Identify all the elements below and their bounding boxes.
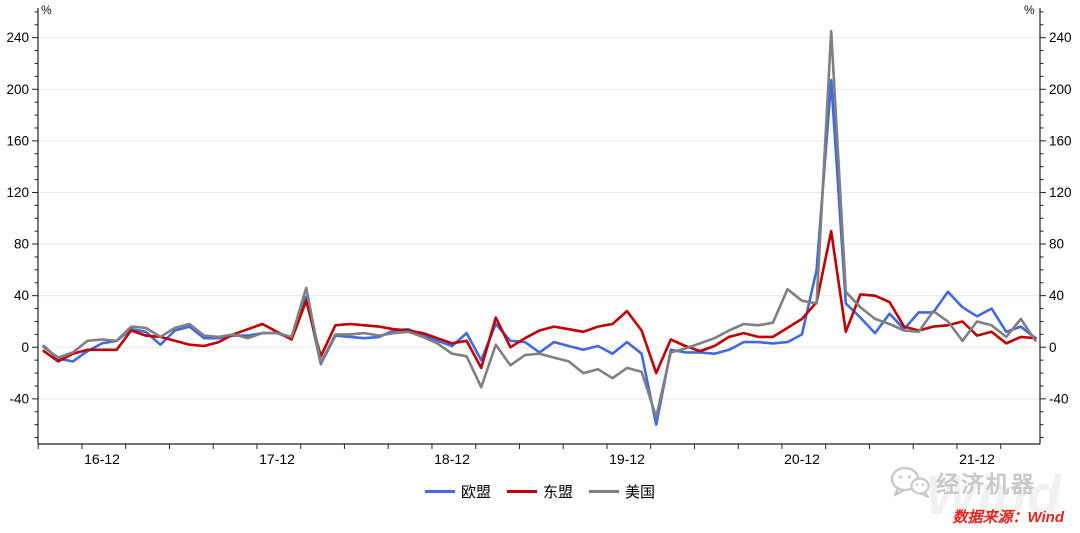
svg-text:160: 160 [1049, 133, 1072, 148]
svg-text:20-12: 20-12 [784, 451, 820, 467]
svg-text:40: 40 [14, 288, 29, 303]
legend-swatch-asean [506, 490, 537, 493]
svg-text:160: 160 [6, 133, 29, 148]
brand-name: 经济机器 [936, 471, 1036, 497]
svg-text:200: 200 [1049, 82, 1072, 97]
svg-text:80: 80 [1049, 237, 1064, 252]
legend-item-usa: 美国 [589, 481, 655, 502]
svg-text:19-12: 19-12 [609, 451, 645, 467]
svg-text:17-12: 17-12 [259, 451, 295, 467]
svg-text:21-12: 21-12 [959, 451, 995, 467]
svg-text:200: 200 [6, 82, 29, 97]
svg-text:240: 240 [1049, 30, 1072, 45]
svg-text:240: 240 [6, 30, 29, 45]
legend-swatch-usa [589, 490, 619, 493]
legend-item-eu: 欧盟 [424, 481, 491, 502]
svg-text:0: 0 [21, 340, 29, 355]
legend-label-eu: 欧盟 [460, 484, 491, 501]
svg-text:18-12: 18-12 [434, 451, 470, 467]
series-line [42, 29, 1037, 419]
legend-label-asean: 东盟 [542, 484, 573, 501]
svg-text:120: 120 [1049, 185, 1072, 200]
wechat-icon [890, 466, 930, 498]
legend-label-usa: 美国 [625, 484, 656, 501]
series-line [42, 229, 1037, 375]
svg-text:40: 40 [1049, 288, 1064, 303]
data-source-label: 数据来源：Wind [952, 509, 1064, 526]
svg-text:0: 0 [1049, 340, 1057, 355]
legend-item-asean: 东盟 [506, 481, 573, 502]
series-line [42, 78, 1037, 427]
svg-text:-40: -40 [1049, 391, 1069, 406]
svg-text:80: 80 [14, 237, 29, 252]
legend: 欧盟 东盟 美国 [0, 481, 1080, 502]
y-axis-unit-left: % [41, 3, 52, 17]
svg-text:120: 120 [6, 185, 29, 200]
svg-text:-40: -40 [9, 391, 29, 406]
y-axis-unit-right: % [1024, 3, 1035, 17]
brand-watermark: 经济机器 [890, 465, 1036, 499]
legend-swatch-eu [424, 490, 455, 493]
svg-text:16-12: 16-12 [84, 451, 120, 467]
